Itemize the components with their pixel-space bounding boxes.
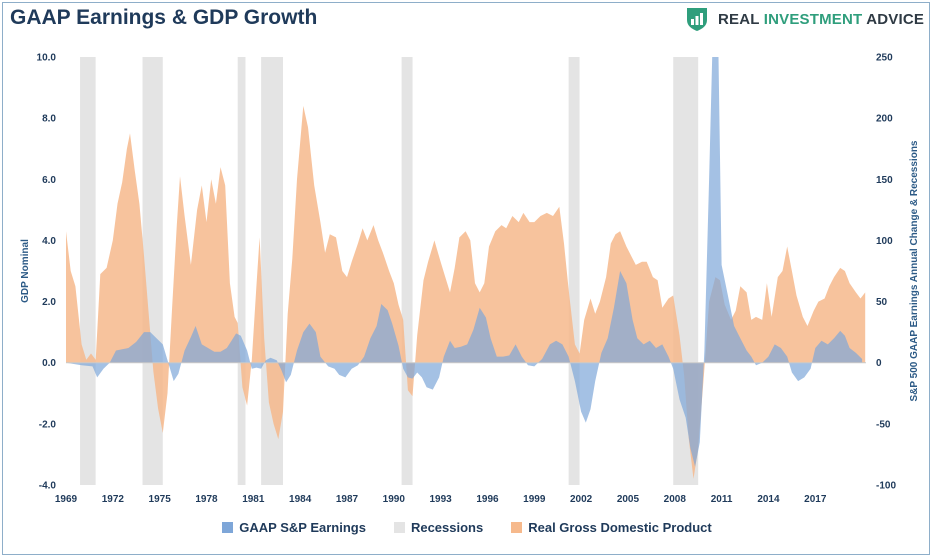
x-tick-label: 2008 xyxy=(664,494,687,505)
x-tick-label: 1993 xyxy=(430,494,453,505)
y-tick-label: 2.0 xyxy=(42,297,56,308)
recession-band-5 xyxy=(568,57,580,485)
y-tick-label: 0.0 xyxy=(42,358,56,369)
gdp-series xyxy=(66,105,866,479)
y-axis-title: GDP Nominal xyxy=(20,239,31,303)
y-tick-label: 10.0 xyxy=(37,53,57,64)
y-tick-label: 6.0 xyxy=(42,175,56,186)
brand-name-main: REAL xyxy=(718,10,764,28)
recession-bands xyxy=(80,57,699,485)
y2-tick-label: -50 xyxy=(876,419,891,430)
axes: 10.0 8.0 6.0 4.0 2.0 0.0 -2.0 -4.0 250 200 150 100 5… xyxy=(37,53,897,506)
y2-tick-label: 150 xyxy=(876,175,893,186)
x-tick-label: 2002 xyxy=(570,494,593,505)
x-tick-label: 2005 xyxy=(617,494,640,505)
y2-axis-title: S&P 500 GAAP Earnings Annual Change & Re… xyxy=(909,140,920,401)
shield-chart-icon xyxy=(687,8,707,31)
x-tick-label: 1978 xyxy=(195,494,218,505)
y-tick-label: -4.0 xyxy=(39,481,57,492)
y-tick-label: -2.0 xyxy=(39,419,57,430)
legend: GAAP S&P Earnings Recessions Real Gross … xyxy=(0,520,934,535)
legend-item-gdp[interactable]: Real Gross Domestic Product xyxy=(511,520,712,535)
x-tick-label: 1969 xyxy=(55,494,78,505)
recession-band-0 xyxy=(80,57,96,485)
legend-label-recessions: Recessions xyxy=(410,520,484,535)
x-tick-label: 1984 xyxy=(289,494,312,505)
brand-name-tail: ADVICE xyxy=(862,10,925,28)
recession-band-1 xyxy=(142,57,163,485)
x-tick-label: 1990 xyxy=(383,494,406,505)
x-tick-label: 2011 xyxy=(711,494,733,505)
y2-tick-label: 250 xyxy=(876,53,893,64)
legend-label-earnings: GAAP S&P Earnings xyxy=(239,520,366,535)
y-tick-label: 8.0 xyxy=(42,114,56,125)
recession-band-4 xyxy=(401,57,413,485)
legend-item-recessions[interactable]: Recessions xyxy=(393,520,484,535)
y2-tick-label: 50 xyxy=(876,297,888,308)
legend-item-earnings[interactable]: GAAP S&P Earnings xyxy=(222,520,366,535)
x-tick-label: 1975 xyxy=(149,494,172,505)
y2-tick-label: 100 xyxy=(876,236,893,247)
x-tick-label: 1996 xyxy=(476,494,499,505)
brand-logo: REAL INVESTMENT ADVICE xyxy=(684,6,924,32)
chart-title: GAAP Earnings & GDP Growth xyxy=(10,6,318,29)
legend-swatch-earnings xyxy=(222,522,234,533)
x-tick-label: 1981 xyxy=(242,494,265,505)
y2-tick-label: 0 xyxy=(876,358,882,369)
recession-band-2 xyxy=(237,57,246,485)
legend-swatch-gdp xyxy=(511,522,523,533)
brand-name: REAL INVESTMENT ADVICE xyxy=(718,11,924,28)
y2-tick-label: -100 xyxy=(876,481,896,492)
x-tick-label: 2017 xyxy=(804,494,827,505)
legend-label-gdp: Real Gross Domestic Product xyxy=(528,520,712,535)
gdp-area xyxy=(66,105,866,479)
x-tick-label: 1987 xyxy=(336,494,359,505)
x-tick-label: 2014 xyxy=(757,494,780,505)
x-tick-label: 1972 xyxy=(102,494,125,505)
legend-swatch-recessions xyxy=(393,522,405,533)
y-tick-label: 4.0 xyxy=(42,236,56,247)
x-tick-label: 1999 xyxy=(523,494,546,505)
y2-tick-label: 200 xyxy=(876,114,893,125)
brand-name-accent: INVESTMENT xyxy=(763,10,863,28)
